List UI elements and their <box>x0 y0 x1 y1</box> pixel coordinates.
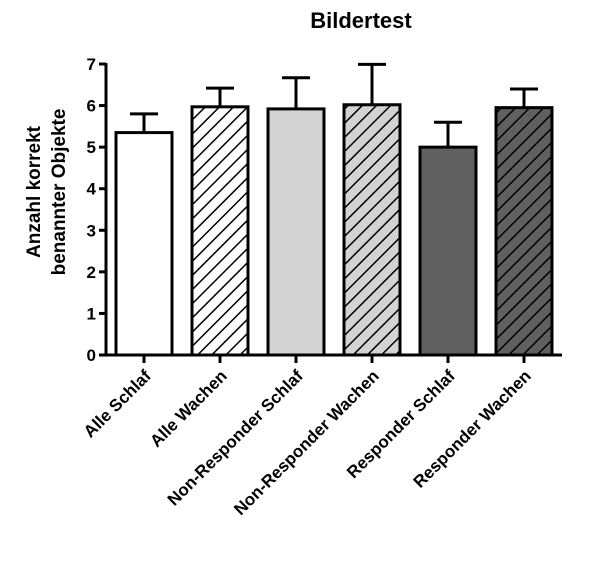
x-tick-label: Non-Responder Wachen <box>230 366 383 519</box>
y-tick-label: 7 <box>87 55 96 74</box>
y-axis-label: Anzahl korrekt benannter Objekte <box>24 109 70 276</box>
chart-title: Bildertest <box>310 8 412 33</box>
y-tick-label: 3 <box>87 221 96 240</box>
bar <box>114 131 174 357</box>
x-tick-label: Alle Wachen <box>146 366 230 450</box>
y-tick-label: 4 <box>87 180 97 199</box>
x-tick-label: Alle Schlaf <box>80 366 155 441</box>
bar <box>418 145 478 357</box>
y-tick-label: 2 <box>87 263 96 282</box>
y-tick-label: 0 <box>87 346 96 365</box>
bar <box>190 105 250 357</box>
y-axis-label-line-1: Anzahl korrekt <box>24 125 45 258</box>
y-tick-label: 6 <box>87 97 96 116</box>
y-tick-label: 1 <box>87 304 96 323</box>
bar <box>494 106 554 357</box>
x-tick-label: Non-Responder Schlaf <box>164 366 307 509</box>
bar <box>342 103 402 357</box>
y-tick-label: 5 <box>87 138 96 157</box>
bar <box>266 107 326 357</box>
y-axis-label-line-2: benannter Objekte <box>49 109 70 276</box>
